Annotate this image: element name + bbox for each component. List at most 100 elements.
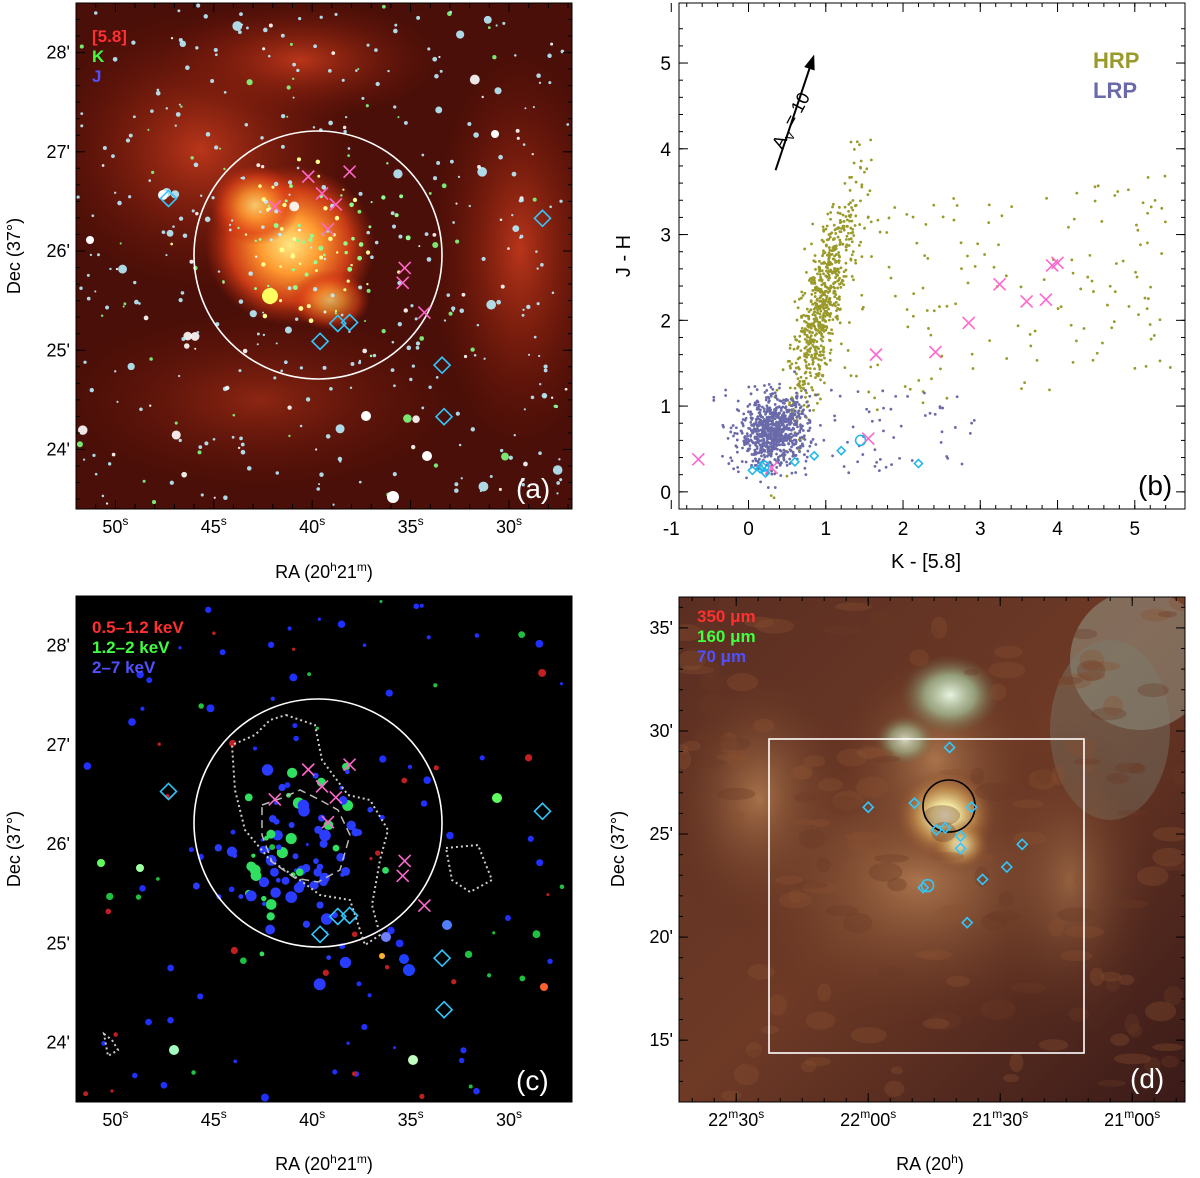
x-ray-source bbox=[326, 955, 332, 960]
star bbox=[323, 257, 327, 261]
star bbox=[83, 360, 87, 364]
lrp-point bbox=[882, 406, 885, 410]
star bbox=[275, 342, 278, 345]
hrp-point bbox=[832, 202, 835, 206]
lrp-point bbox=[733, 431, 737, 435]
lrp-point bbox=[793, 400, 796, 404]
star bbox=[237, 30, 242, 35]
hrp-point bbox=[1010, 205, 1014, 209]
hrp-point bbox=[819, 378, 822, 382]
hrp-point bbox=[830, 262, 834, 266]
hrp-point bbox=[838, 230, 842, 234]
star bbox=[514, 54, 517, 57]
hrp-point bbox=[859, 199, 862, 203]
lrp-point bbox=[757, 403, 761, 407]
hrp-point bbox=[836, 307, 840, 310]
y-tick-label: 3 bbox=[660, 226, 671, 247]
lrp-point bbox=[803, 453, 806, 457]
dust-filament bbox=[914, 951, 939, 959]
x-ray-source bbox=[332, 844, 340, 852]
lrp-point bbox=[781, 429, 785, 433]
panel-d-image bbox=[679, 597, 1185, 1102]
star bbox=[112, 56, 118, 62]
hrp-point bbox=[788, 401, 792, 404]
panel-d-legend-1: 350 μm bbox=[697, 607, 756, 626]
hrp-point bbox=[837, 254, 841, 257]
star bbox=[382, 4, 386, 9]
lrp-point bbox=[799, 444, 802, 448]
star bbox=[415, 341, 421, 346]
hrp-point bbox=[805, 270, 808, 274]
lrp-point bbox=[769, 442, 773, 445]
star bbox=[512, 225, 520, 233]
dust-filament bbox=[753, 718, 775, 733]
hrp-point bbox=[851, 199, 855, 202]
star bbox=[172, 225, 175, 228]
star bbox=[286, 85, 291, 90]
hrp-point bbox=[839, 342, 843, 346]
hrp-point bbox=[819, 331, 823, 335]
lrp-point bbox=[792, 434, 795, 438]
lrp-point bbox=[755, 435, 759, 439]
star bbox=[495, 24, 498, 27]
hrp-point bbox=[1016, 324, 1020, 328]
hrp-point bbox=[869, 138, 873, 142]
star bbox=[278, 299, 283, 303]
lrp-point bbox=[781, 441, 785, 445]
star bbox=[115, 267, 119, 271]
x-ray-source bbox=[139, 885, 146, 892]
diamond-marker bbox=[939, 821, 952, 834]
star bbox=[284, 326, 292, 334]
lrp-point bbox=[797, 403, 801, 406]
hrp-point bbox=[821, 225, 825, 229]
x-ray-source bbox=[265, 924, 276, 935]
hrp-point bbox=[803, 332, 807, 336]
dust-filament bbox=[1009, 1052, 1024, 1073]
star bbox=[116, 400, 119, 403]
dust-filament bbox=[988, 661, 1026, 679]
lrp-point bbox=[763, 455, 767, 459]
hrp-point bbox=[815, 340, 819, 343]
star bbox=[556, 492, 559, 495]
lrp-point bbox=[743, 436, 747, 439]
hrp-point bbox=[811, 388, 815, 392]
star bbox=[412, 415, 420, 423]
lrp-point bbox=[764, 412, 767, 416]
dust-filament bbox=[862, 850, 882, 864]
dust-filament bbox=[1009, 687, 1029, 697]
star bbox=[196, 330, 200, 334]
star bbox=[316, 487, 320, 491]
hrp-point bbox=[811, 362, 815, 366]
x-ray-source bbox=[527, 835, 534, 842]
lrp-point bbox=[734, 444, 738, 448]
hrp-point bbox=[849, 213, 853, 217]
hrp-point bbox=[869, 365, 873, 369]
dust-filament bbox=[872, 755, 901, 763]
hrp-point bbox=[821, 297, 825, 301]
x-ray-source bbox=[302, 920, 311, 928]
star bbox=[214, 53, 218, 57]
hrp-point bbox=[927, 327, 930, 330]
lrp-point bbox=[833, 414, 836, 418]
star bbox=[535, 250, 538, 253]
x-ray-source bbox=[319, 839, 328, 848]
x-ray-source bbox=[379, 755, 387, 763]
star bbox=[381, 328, 386, 334]
hrp-point bbox=[861, 307, 864, 311]
star bbox=[530, 395, 535, 400]
dust-filament bbox=[937, 904, 972, 919]
lrp-point bbox=[766, 395, 770, 399]
lrp-point bbox=[749, 392, 753, 396]
star bbox=[499, 448, 504, 453]
hrp-point bbox=[843, 366, 847, 370]
x-ray-source bbox=[292, 723, 298, 729]
star bbox=[148, 179, 152, 182]
star bbox=[342, 188, 345, 191]
x-tick-label: 30s bbox=[496, 1107, 522, 1130]
hrp-point bbox=[838, 297, 841, 301]
hrp-point bbox=[827, 307, 831, 311]
lrp-point bbox=[811, 438, 815, 441]
hrp-point bbox=[834, 253, 838, 256]
hrp-point bbox=[796, 383, 800, 387]
